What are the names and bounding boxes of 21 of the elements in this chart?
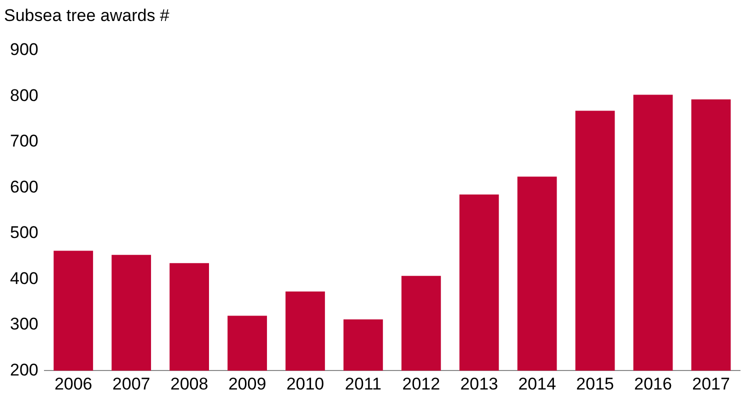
y-tick-label: 900 <box>10 40 38 60</box>
y-tick-label: 200 <box>10 360 38 380</box>
x-tick-label: 2006 <box>54 374 92 394</box>
y-tick-label: 400 <box>10 268 38 288</box>
y-tick-label: 500 <box>10 223 38 242</box>
y-tick-label: 700 <box>10 132 38 151</box>
x-tick-label: 2014 <box>518 374 556 394</box>
x-tick-label: 2010 <box>286 374 324 394</box>
y-tick-label: 300 <box>10 314 38 334</box>
x-tick-label: 2016 <box>634 374 672 394</box>
y-tick-label: 600 <box>10 177 38 196</box>
x-tick-label: 2013 <box>460 374 498 394</box>
x-tick-label: 2015 <box>576 374 614 394</box>
x-tick-label: 2009 <box>228 374 266 394</box>
x-tick-label: 2011 <box>344 374 382 394</box>
x-tick-label: 2007 <box>112 374 150 394</box>
x-tick-label: 2017 <box>692 374 730 394</box>
x-tick-label: 2012 <box>402 374 440 394</box>
y-tick-label: 800 <box>10 86 38 105</box>
x-tick-label: 2008 <box>170 374 208 394</box>
chart-title: Subsea tree awards # <box>4 6 170 25</box>
